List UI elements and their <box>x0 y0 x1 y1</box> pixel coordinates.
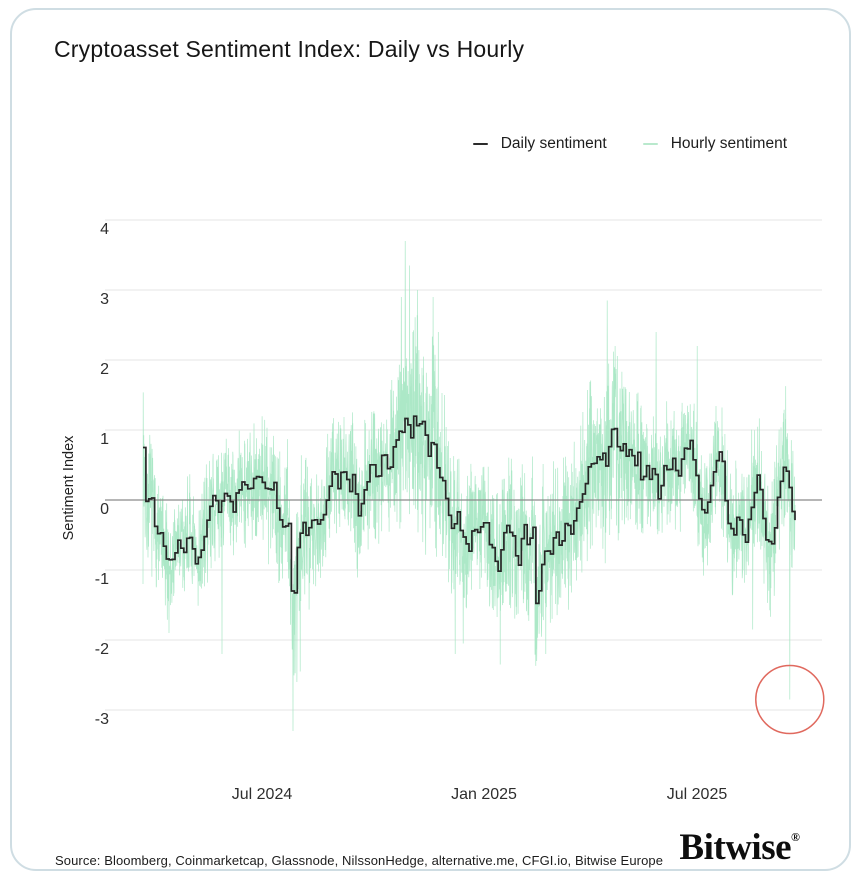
hourly-sentiment-series <box>142 240 796 732</box>
source-attribution: Source: Bloomberg, Coinmarketcap, Glassn… <box>55 853 664 868</box>
legend-item-daily: Daily sentiment <box>472 135 607 153</box>
annotation-circle <box>755 664 825 735</box>
registered-trademark-icon: ® <box>791 830 800 844</box>
x-tick-jul-2025: Jul 2025 <box>666 786 728 803</box>
x-tick-jan-2025: Jan 2025 <box>451 786 517 803</box>
daily-line-swatch <box>472 142 488 146</box>
hourly-line-swatch <box>642 142 658 146</box>
y-tick-0: 0 <box>100 501 109 518</box>
legend: Daily sentiment Hourly sentiment <box>472 135 787 153</box>
y-tick-2: 2 <box>100 361 109 378</box>
y-tick-neg1: -1 <box>94 571 109 588</box>
page-title: Cryptoasset Sentiment Index: Daily vs Ho… <box>54 36 525 62</box>
daily-sentiment-series <box>143 415 796 605</box>
y-tick-neg3: -3 <box>94 711 109 728</box>
bitwise-logo-text: Bitwise <box>679 827 792 868</box>
x-tick-jul-2024: Jul 2024 <box>231 786 293 803</box>
legend-label-daily: Daily sentiment <box>500 135 607 152</box>
y-tick-4: 4 <box>100 221 109 238</box>
y-tick-neg2: -2 <box>94 641 109 658</box>
bitwise-logo: Bitwise® <box>679 826 800 869</box>
legend-item-hourly: Hourly sentiment <box>642 135 787 153</box>
y-tick-3: 3 <box>100 291 109 308</box>
legend-label-hourly: Hourly sentiment <box>670 135 787 152</box>
y-tick-1: 1 <box>100 431 109 448</box>
